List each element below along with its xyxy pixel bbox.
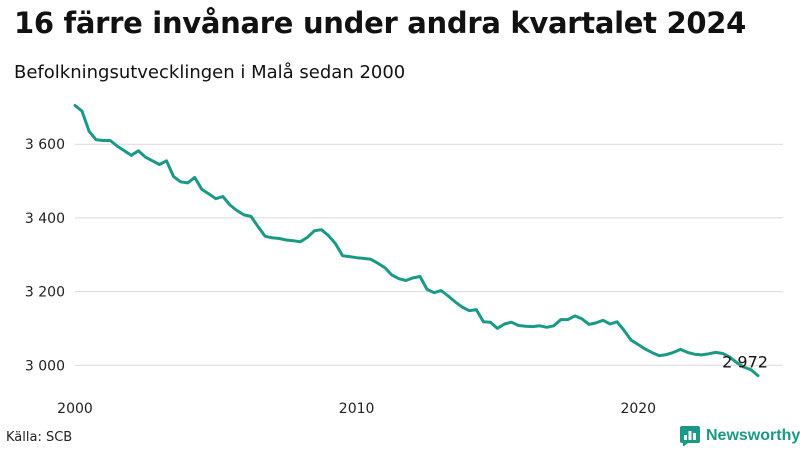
brand-logo: Newsworthy	[680, 426, 800, 446]
bar-chart-logo-icon	[680, 426, 700, 446]
chart-subtitle: Befolkningsutvecklingen i Malå sedan 200…	[14, 62, 406, 83]
source-note: Källa: SCB	[6, 430, 73, 445]
chart-title: 16 färre invånare under andra kvartalet …	[14, 6, 746, 40]
series-group	[73, 104, 760, 378]
brand-name: Newsworthy	[706, 427, 800, 444]
x-axis-ticks: 2000 2010 2020	[57, 401, 656, 417]
end-value-label: 2 972	[722, 353, 768, 372]
x-tick-label: 2000	[57, 401, 93, 417]
x-tick-label: 2010	[339, 401, 375, 417]
y-tick-label: 3 400	[25, 211, 65, 227]
x-tick-label: 2020	[620, 401, 656, 417]
y-axis-ticks: 3 000 3 200 3 400 3 600	[25, 137, 65, 374]
y-tick-label: 3 000	[25, 358, 65, 374]
grid-lines	[75, 143, 783, 366]
y-tick-label: 3 600	[25, 137, 65, 153]
series-line	[73, 104, 760, 378]
y-tick-label: 3 200	[25, 285, 65, 301]
